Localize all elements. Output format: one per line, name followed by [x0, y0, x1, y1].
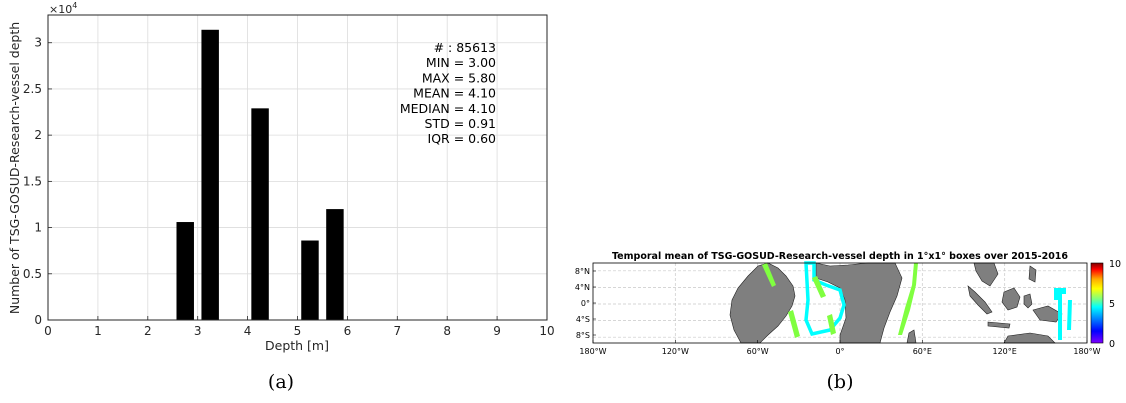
- histogram-x-tick-label: 9: [493, 324, 501, 338]
- land-masses: [729, 262, 1063, 344]
- borneo-landmass: [1001, 287, 1021, 311]
- statistic-line: MIN = 3.00: [426, 55, 496, 70]
- histogram-bar: [176, 222, 194, 320]
- latitude-tick-label: 8°S: [576, 331, 590, 340]
- track-indian-ocean: [898, 263, 918, 335]
- histogram-y-tick-label: 0: [34, 313, 42, 327]
- track-pacific-west: [1054, 288, 1066, 340]
- colorbar-ticks: 10 5 0: [1109, 259, 1121, 350]
- map-title: Temporal mean of TSG-GOSUD-Research-vess…: [612, 251, 1068, 262]
- longitude-tick-label: 120°W: [662, 347, 689, 356]
- panel-a-caption: (a): [268, 371, 294, 393]
- java-landmass: [987, 321, 1011, 329]
- statistic-line: MEAN = 4.10: [413, 86, 496, 101]
- y-multiplier: ×104: [49, 1, 77, 16]
- histogram-y-tick-label: 0.5: [23, 267, 42, 281]
- south-america-landmass: [729, 262, 796, 344]
- longitude-tick-label: 180°W: [1073, 347, 1100, 356]
- histogram-x-tick-label: 4: [244, 324, 252, 338]
- statistic-line: MEDIAN = 4.10: [400, 101, 496, 116]
- histogram-bar: [251, 108, 269, 321]
- depth-histogram-panel: 0 1 2 3 4 5 6 7 8 9 10 0 0.5 1 1.5 2 2.5 3 ×104 Depth [m…: [7, 1, 555, 353]
- histogram-y-tick-label: 3: [34, 36, 42, 50]
- histogram-x-tick-label: 10: [539, 324, 554, 338]
- latitude-tick-label: 4°N: [575, 283, 590, 292]
- longitude-tick-label: 120°E: [993, 347, 1017, 356]
- histogram-x-tick-label: 8: [443, 324, 451, 338]
- statistic-line: MAX = 5.80: [422, 70, 496, 85]
- histogram-x-ticks: 0 1 2 3 4 5 6 7 8 9 10: [44, 316, 555, 338]
- histogram-bar: [201, 29, 219, 321]
- histogram-y-tick-label: 2: [34, 128, 42, 142]
- histogram-y-tick-label: 2.5: [23, 82, 42, 96]
- panel-b-caption: (b): [827, 371, 854, 393]
- histogram-y-tick-label: 1.5: [23, 174, 42, 188]
- histogram-x-tick-label: 3: [194, 324, 202, 338]
- histogram-x-tick-label: 7: [393, 324, 401, 338]
- track-pacific-segment: [1067, 300, 1072, 330]
- colorbar-tick-label: 10: [1109, 259, 1121, 270]
- map-longitude-ticks: 180°W 120°W 60°W 0° 60°E 120°E 180°W: [579, 340, 1101, 356]
- latitude-tick-label: 0°: [581, 299, 590, 308]
- histogram-y-ticks: 0 0.5 1 1.5 2 2.5 3: [23, 36, 52, 327]
- statistic-line: IQR = 0.60: [428, 131, 497, 146]
- longitude-tick-label: 0°: [835, 347, 844, 356]
- histogram-bar: [326, 209, 344, 320]
- histogram-x-axis-label: Depth [m]: [265, 338, 329, 353]
- longitude-tick-label: 180°W: [579, 347, 606, 356]
- observation-tracks: [762, 261, 1072, 340]
- histogram-bars: [176, 29, 344, 321]
- longitude-tick-label: 60°W: [747, 347, 769, 356]
- histogram-x-tick-label: 6: [344, 324, 352, 338]
- latitude-tick-label: 8°N: [575, 267, 590, 276]
- track-atlantic-diagonal: [812, 276, 826, 298]
- histogram-bar: [301, 240, 319, 320]
- colorbar-tick-label: 5: [1109, 299, 1115, 310]
- colorbar: [1090, 262, 1104, 344]
- track-atlantic-south-2: [827, 314, 836, 335]
- sulawesi-landmass: [1023, 293, 1033, 309]
- statistic-line: STD = 0.91: [425, 116, 496, 131]
- histogram-y-axis-label: Number of TSG-GOSUD-Research-vessel dept…: [7, 22, 22, 314]
- latitude-tick-label: 4°S: [576, 315, 590, 324]
- histogram-x-tick-label: 2: [144, 324, 152, 338]
- philippines-landmass: [1028, 265, 1037, 283]
- histogram-x-tick-label: 0: [44, 324, 52, 338]
- longitude-tick-label: 60°E: [913, 347, 932, 356]
- sumatra-landmass: [967, 285, 993, 315]
- depth-map-panel: Temporal mean of TSG-GOSUD-Research-vess…: [575, 251, 1121, 356]
- histogram-x-tick-label: 5: [294, 324, 302, 338]
- histogram-y-tick-label: 1: [34, 221, 42, 235]
- track-atlantic-north: [762, 263, 776, 287]
- track-atlantic-equator-outline: [804, 261, 846, 337]
- histogram-x-tick-label: 1: [94, 324, 102, 338]
- track-atlantic-south: [788, 310, 800, 338]
- colorbar-tick-label: 0: [1109, 339, 1115, 350]
- statistic-line: # : 85613: [434, 40, 496, 55]
- map-latitude-ticks: 8°N 4°N 0° 4°S 8°S: [575, 267, 596, 340]
